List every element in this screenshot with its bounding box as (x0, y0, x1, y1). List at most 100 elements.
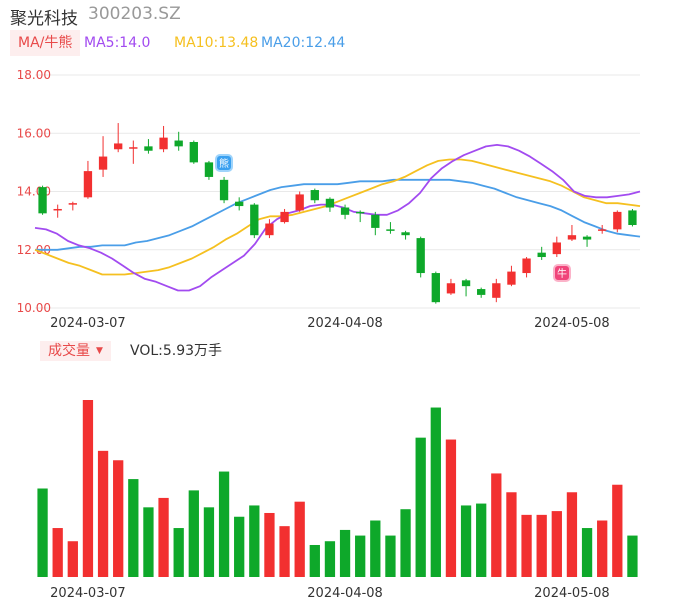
candle (598, 224, 607, 234)
candle (356, 210, 365, 223)
volume-bar (597, 520, 608, 577)
candle-body (68, 203, 77, 205)
volume-bar (52, 528, 63, 577)
ma-indicator-tab[interactable]: MA/牛熊 (10, 30, 81, 56)
volume-value: VOL:5.93万手 (130, 343, 223, 359)
candle (416, 236, 425, 278)
candle (68, 201, 77, 211)
volume-bar (294, 501, 305, 577)
candle (189, 140, 198, 164)
volume-bar (612, 484, 623, 577)
volume-bar (460, 505, 472, 577)
candle-body (356, 211, 365, 214)
candle (144, 139, 153, 154)
y-tick-label: 18.00 (17, 68, 51, 82)
ma20-label: MA20:12.44 (261, 35, 346, 51)
candle-body (537, 252, 546, 258)
candle (507, 265, 516, 287)
volume-bar (309, 544, 320, 577)
candle-body (159, 137, 168, 150)
volume-bar (173, 528, 184, 577)
candle-body (265, 223, 274, 236)
candle (522, 257, 531, 278)
x-tick-label: 2024-04-08 (307, 586, 383, 601)
bear-face-icon-frame (215, 154, 233, 172)
candle (431, 271, 440, 304)
volume-bar (218, 471, 230, 577)
candle (53, 204, 62, 218)
y-tick-label: 10.00 (17, 301, 51, 315)
volume-bar (581, 528, 593, 577)
stock-code: 300203.SZ (88, 4, 181, 24)
ma10-label: MA10:13.48 (174, 35, 259, 51)
candle-body (492, 283, 501, 298)
candle-body (567, 235, 577, 240)
candle (477, 287, 486, 298)
candle (461, 278, 471, 297)
volume-tab-label: 成交量 (48, 343, 90, 359)
candle (265, 219, 274, 239)
ma20-line (35, 178, 641, 251)
candle (98, 136, 108, 177)
candle-body (552, 242, 561, 255)
volume-bar (143, 507, 154, 577)
bull-face-icon-glyph: 牛 (557, 267, 567, 280)
ma-legend: MA/牛熊 MA5:14.0 MA10:13.48 MA20:12.44 (10, 30, 350, 56)
candle-body (310, 190, 319, 201)
candle (204, 160, 214, 180)
volume-bar (249, 505, 260, 577)
volume-bar (113, 460, 124, 577)
x-tick-label: 2024-05-08 (534, 316, 610, 331)
volume-bar (506, 492, 517, 577)
candle-body (144, 146, 153, 151)
volume-bar (521, 514, 532, 577)
candle (159, 125, 168, 153)
candle (340, 204, 350, 220)
volume-bar (97, 450, 109, 577)
bear-face-icon: 熊 (215, 154, 233, 172)
volume-bar (158, 497, 169, 577)
bull-face-icon: 牛 (553, 264, 571, 282)
ma5-line (34, 143, 641, 292)
volume-bar (355, 535, 366, 577)
candle (114, 123, 123, 153)
candle (613, 210, 622, 233)
volume-indicator-tab[interactable]: 成交量 ▼ (40, 341, 111, 361)
candle-body (416, 238, 425, 274)
candle (325, 197, 335, 212)
volume-bar (279, 526, 290, 577)
candle (567, 224, 577, 242)
volume-bar (264, 512, 275, 577)
candle-body (340, 207, 350, 215)
candle-body (250, 204, 259, 236)
volume-bar (128, 479, 139, 577)
candle-body (235, 201, 244, 207)
candle (552, 236, 561, 258)
volume-bar (536, 514, 547, 577)
candle-body (38, 187, 47, 214)
volume-bar (551, 511, 562, 577)
candle (401, 230, 410, 240)
candle (83, 160, 93, 199)
volume-bar (627, 535, 638, 577)
volume-bar (566, 492, 578, 577)
volume-bar (324, 541, 336, 577)
volume-bar (339, 529, 351, 577)
volume-bar (491, 473, 502, 577)
volume-bar (203, 507, 215, 577)
x-tick-label: 2024-03-07 (50, 586, 126, 601)
candle (174, 131, 183, 151)
candle-body (295, 194, 304, 211)
candle-body (129, 147, 138, 149)
volume-bar (37, 488, 48, 577)
x-tick-label: 2024-05-08 (534, 586, 610, 601)
candle-body (598, 229, 607, 231)
bull-face-icon-frame (553, 264, 571, 282)
candle-body (431, 273, 440, 303)
volume-bar (82, 400, 94, 577)
candle-body (174, 140, 183, 147)
candle-body (53, 208, 62, 211)
candle (250, 203, 259, 239)
volume-bar (188, 490, 199, 577)
